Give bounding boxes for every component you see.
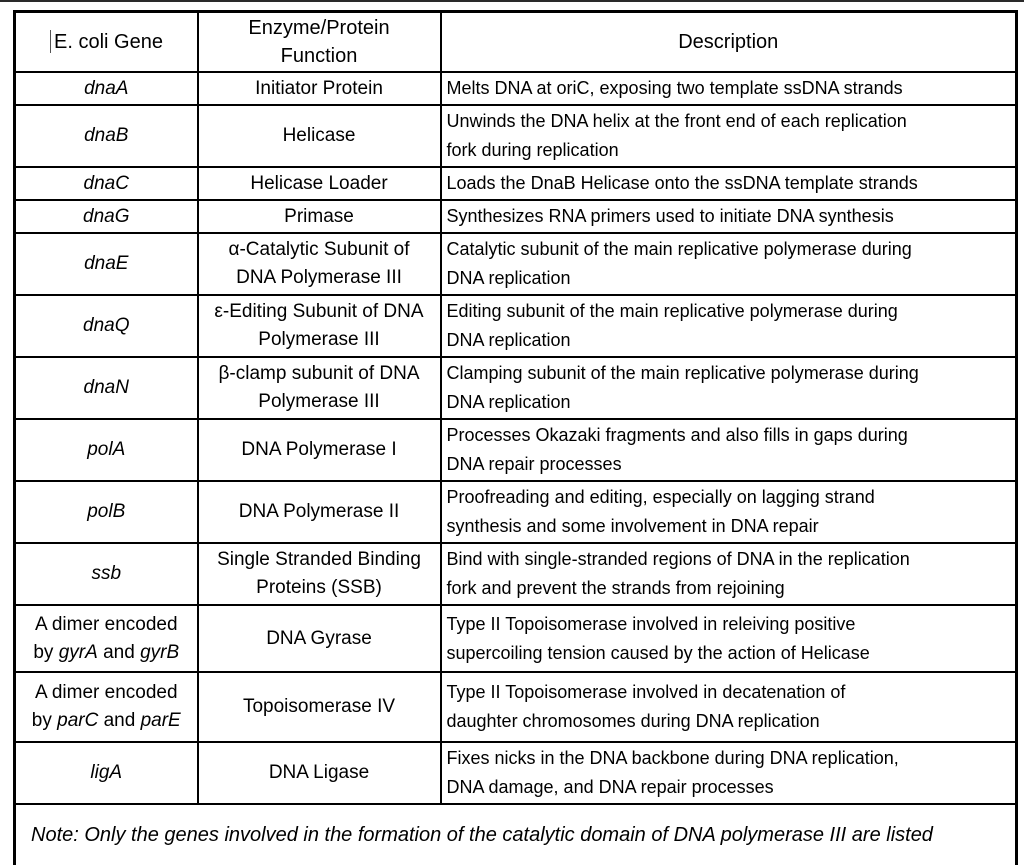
gene-text: and <box>98 710 141 731</box>
table-row: polA DNA Polymerase I Processes Okazaki fr… <box>13 418 1018 482</box>
description-cell: Fixes nicks in the DNA backbone during D… <box>439 741 1018 805</box>
description-cell: Editing subunit of the main replicative … <box>439 294 1018 358</box>
table-row: dnaG Primase Synthesizes RNA primers used … <box>13 199 1018 234</box>
header-row: E. coli Gene Enzyme/Protein Function Des… <box>13 10 1018 73</box>
gene-cell: dnaB <box>13 104 199 168</box>
table-row: polB DNA Polymerase II Proofreading and ed… <box>13 480 1018 544</box>
header-description: Description <box>439 10 1018 73</box>
table-row: dnaA Initiator Protein Melts DNA at oriC, … <box>13 71 1018 106</box>
gene-name: ssb <box>91 563 122 584</box>
table-row: ssb Single Stranded Binding Proteins (SSB… <box>13 542 1018 606</box>
table-note: Note: Only the genes involved in the for… <box>13 803 1018 865</box>
gene-name: dnaB <box>84 125 129 146</box>
gene-name: dnaG <box>83 205 130 227</box>
description-cell: Unwinds the DNA helix at the front end o… <box>439 104 1018 168</box>
table-row: A dimer encoded by gyrA and gyrB DNA Gyra… <box>13 604 1018 673</box>
function-cell: Single Stranded Binding Proteins (SSB) <box>196 542 442 606</box>
gene-name: dnaC <box>83 172 129 194</box>
table-row: dnaE α-Catalytic Subunit of DNA Polymeras… <box>13 232 1018 296</box>
description-cell: Bind with single-stranded regions of DNA… <box>439 542 1018 606</box>
function-cell: Helicase <box>196 104 442 168</box>
note-row: Note: Only the genes involved in the for… <box>13 803 1018 865</box>
gene-name: parE <box>140 710 181 731</box>
description-cell: Proofreading and editing, especially on … <box>439 480 1018 544</box>
gene-cell: dnaN <box>13 356 199 420</box>
table-row: dnaN β-clamp subunit of DNA Polymerase II… <box>13 356 1018 420</box>
gene-name: dnaQ <box>83 315 130 336</box>
function-cell: β-clamp subunit of DNA Polymerase III <box>196 356 442 420</box>
header-gene: E. coli Gene <box>13 10 199 73</box>
function-cell: ε-Editing Subunit of DNA Polymerase III <box>196 294 442 358</box>
gene-cell: polA <box>13 418 199 482</box>
gene-table: E. coli Gene Enzyme/Protein Function Des… <box>13 10 1018 865</box>
top-edge-line <box>0 0 1024 2</box>
table-row: A dimer encoded by parC and parE Topoisom… <box>13 671 1018 743</box>
table-row: dnaC Helicase Loader Loads the DnaB Helica… <box>13 166 1018 201</box>
gene-name: dnaN <box>83 377 129 398</box>
function-cell: Helicase Loader <box>196 166 442 201</box>
table-row: dnaB Helicase Unwinds the DNA helix at the… <box>13 104 1018 168</box>
gene-cell: dnaA <box>13 71 199 106</box>
description-cell: Clamping subunit of the main replicative… <box>439 356 1018 420</box>
description-cell: Catalytic subunit of the main replicativ… <box>439 232 1018 296</box>
description-cell: Loads the DnaB Helicase onto the ssDNA t… <box>439 166 1018 201</box>
text-cursor-icon <box>49 30 52 53</box>
function-cell: DNA Ligase <box>196 741 442 805</box>
gene-text: A dimer encoded by <box>33 613 178 663</box>
function-cell: Initiator Protein <box>196 71 442 106</box>
gene-cell: ssb <box>13 542 199 606</box>
description-cell: Processes Okazaki fragments and also fil… <box>439 418 1018 482</box>
table-row: dnaQ ε-Editing Subunit of DNA Polymerase … <box>13 294 1018 358</box>
gene-name: parC <box>57 710 99 731</box>
gene-name: dnaA <box>84 77 129 99</box>
gene-cell: polB <box>13 480 199 544</box>
gene-name: ligA <box>90 762 123 783</box>
gene-cell: dnaE <box>13 232 199 296</box>
function-cell: DNA Polymerase II <box>196 480 442 544</box>
gene-text: and <box>97 641 141 663</box>
gene-name: polA <box>87 439 126 460</box>
description-cell: Type II Topoisomerase involved in releiv… <box>439 604 1018 673</box>
gene-cell: A dimer encoded by gyrA and gyrB <box>13 604 199 673</box>
description-cell: Melts DNA at oriC, exposing two template… <box>439 71 1018 106</box>
gene-name: dnaE <box>84 253 129 274</box>
table-body: dnaA Initiator Protein Melts DNA at oriC, … <box>13 71 1018 805</box>
gene-name: gyrB <box>140 641 180 663</box>
gene-text: A dimer encoded by <box>31 682 178 731</box>
gene-cell: dnaG <box>13 199 199 234</box>
gene-name: polB <box>87 501 126 522</box>
description-cell: Type II Topoisomerase involved in decate… <box>439 671 1018 743</box>
header-function: Enzyme/Protein Function <box>196 10 442 73</box>
gene-cell: A dimer encoded by parC and parE <box>13 671 199 743</box>
gene-name: gyrA <box>58 641 98 663</box>
description-cell: Synthesizes RNA primers used to initiate… <box>439 199 1018 234</box>
document-page: E. coli Gene Enzyme/Protein Function Des… <box>13 10 1018 865</box>
gene-cell: dnaQ <box>13 294 199 358</box>
table-row: ligA DNA Ligase Fixes nicks in the DNA bac… <box>13 741 1018 805</box>
gene-cell: ligA <box>13 741 199 805</box>
header-gene-label: E. coli Gene <box>54 31 163 53</box>
function-cell: α-Catalytic Subunit of DNA Polymerase II… <box>196 232 442 296</box>
gene-cell: dnaC <box>13 166 199 201</box>
function-cell: DNA Gyrase <box>196 604 442 673</box>
function-cell: Topoisomerase IV <box>196 671 442 743</box>
function-cell: DNA Polymerase I <box>196 418 442 482</box>
function-cell: Primase <box>196 199 442 234</box>
